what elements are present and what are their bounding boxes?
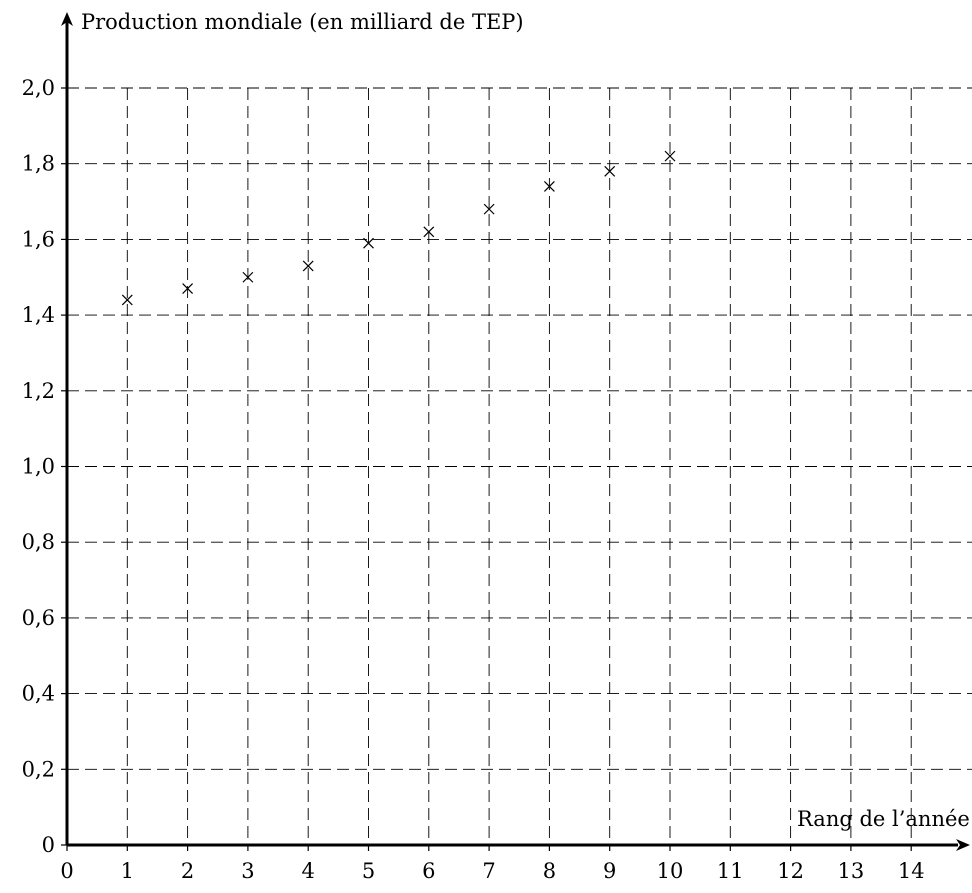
data-point bbox=[483, 203, 495, 215]
y-tick-label: 0,4 bbox=[22, 682, 55, 706]
x-tick-label: 2 bbox=[181, 859, 194, 883]
data-point bbox=[182, 283, 194, 295]
x-axis-arrow bbox=[956, 839, 970, 851]
x-tick-label: 10 bbox=[657, 859, 684, 883]
x-tick-label: 4 bbox=[302, 859, 315, 883]
data-point bbox=[121, 294, 133, 306]
y-axis-label: Production mondiale (en milliard de TEP) bbox=[81, 10, 524, 34]
x-tick-label: 0 bbox=[60, 859, 73, 883]
x-tick-label: 13 bbox=[838, 859, 865, 883]
tick-labels: 0 1 2 3 4 5 6 7 8 9 10 11 12 13 1400,20,40,60,81,01,21… bbox=[22, 76, 925, 883]
data-point bbox=[604, 165, 616, 177]
data-point-stroke bbox=[182, 283, 194, 295]
x-tick-label: 8 bbox=[543, 859, 556, 883]
data-point bbox=[543, 180, 555, 192]
x-tick-label: 6 bbox=[422, 859, 435, 883]
y-tick-label: 1,8 bbox=[22, 152, 55, 176]
y-tick-label: 0 bbox=[42, 833, 55, 857]
y-tick-label: 0,8 bbox=[22, 530, 55, 554]
y-axis-arrow bbox=[61, 12, 73, 26]
data-point-stroke bbox=[363, 237, 374, 249]
data-points bbox=[121, 150, 676, 306]
y-tick-label: 2,0 bbox=[22, 76, 55, 100]
y-tick-label: 1,2 bbox=[22, 379, 55, 403]
data-point-stroke bbox=[543, 180, 555, 192]
data-point-stroke bbox=[242, 271, 254, 283]
x-tick-label: 3 bbox=[241, 859, 254, 883]
y-tick-label: 1,6 bbox=[22, 227, 55, 251]
grid bbox=[67, 87, 972, 845]
x-tick-label: 11 bbox=[717, 859, 744, 883]
data-point bbox=[363, 237, 374, 249]
x-tick-label: 1 bbox=[121, 859, 134, 883]
data-point-stroke bbox=[121, 294, 133, 306]
y-tick-label: 1,0 bbox=[22, 455, 55, 479]
data-point bbox=[423, 226, 435, 238]
axes bbox=[61, 12, 970, 851]
y-tick-label: 0,6 bbox=[22, 606, 55, 630]
data-point-stroke bbox=[423, 226, 435, 238]
data-point bbox=[242, 271, 254, 283]
y-tick-label: 1,4 bbox=[22, 303, 55, 327]
x-tick-label: 14 bbox=[898, 859, 925, 883]
data-point-stroke bbox=[604, 165, 616, 177]
x-axis-label: Rang de l’année bbox=[797, 807, 970, 831]
x-tick-label: 12 bbox=[777, 859, 804, 883]
data-point bbox=[664, 150, 676, 162]
data-point bbox=[302, 260, 314, 272]
x-tick-label: 9 bbox=[603, 859, 616, 883]
x-tick-label: 7 bbox=[482, 859, 495, 883]
y-tick-label: 0,2 bbox=[22, 757, 55, 781]
data-point-stroke bbox=[302, 260, 314, 272]
x-tick-label: 5 bbox=[362, 859, 375, 883]
data-point-stroke bbox=[483, 203, 495, 215]
data-point-stroke bbox=[664, 150, 676, 162]
